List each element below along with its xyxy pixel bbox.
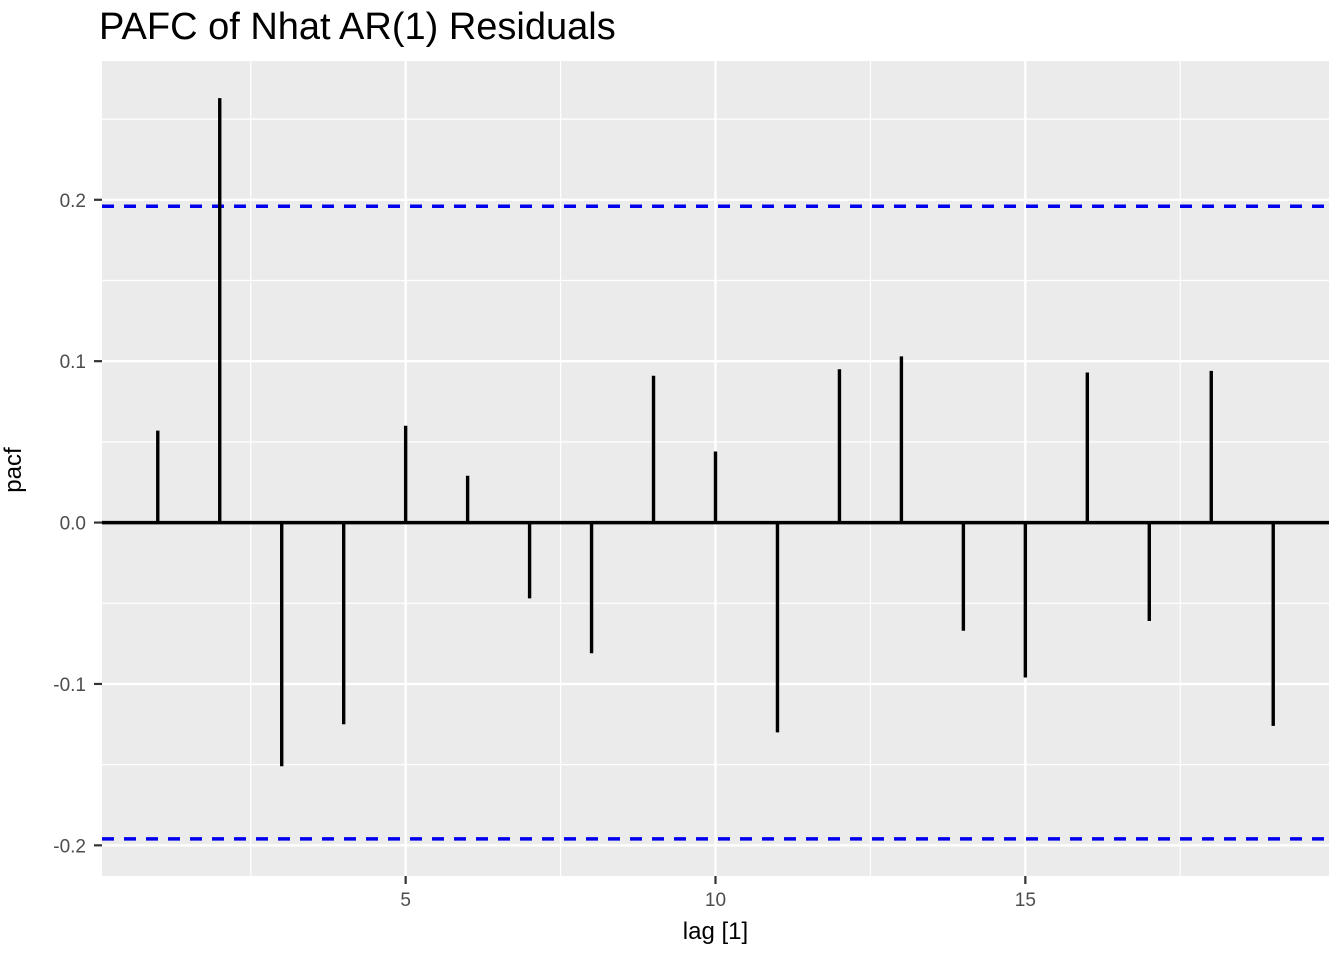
x-tick-label: 10 xyxy=(705,890,726,911)
y-tick-label: -0.2 xyxy=(53,836,86,857)
y-tick-label: -0.1 xyxy=(53,675,86,696)
y-tick-label: 0.2 xyxy=(60,191,86,212)
y-tick-label: 0.1 xyxy=(60,352,86,373)
chart-title: PAFC of Nhat AR(1) Residuals xyxy=(99,6,616,48)
x-tick-label: 5 xyxy=(400,890,411,911)
x-tick-label: 15 xyxy=(1015,890,1036,911)
y-tick-label: 0.0 xyxy=(60,514,86,535)
x-axis-title: lag [1] xyxy=(682,918,749,945)
y-axis-title: pacf xyxy=(0,447,27,493)
